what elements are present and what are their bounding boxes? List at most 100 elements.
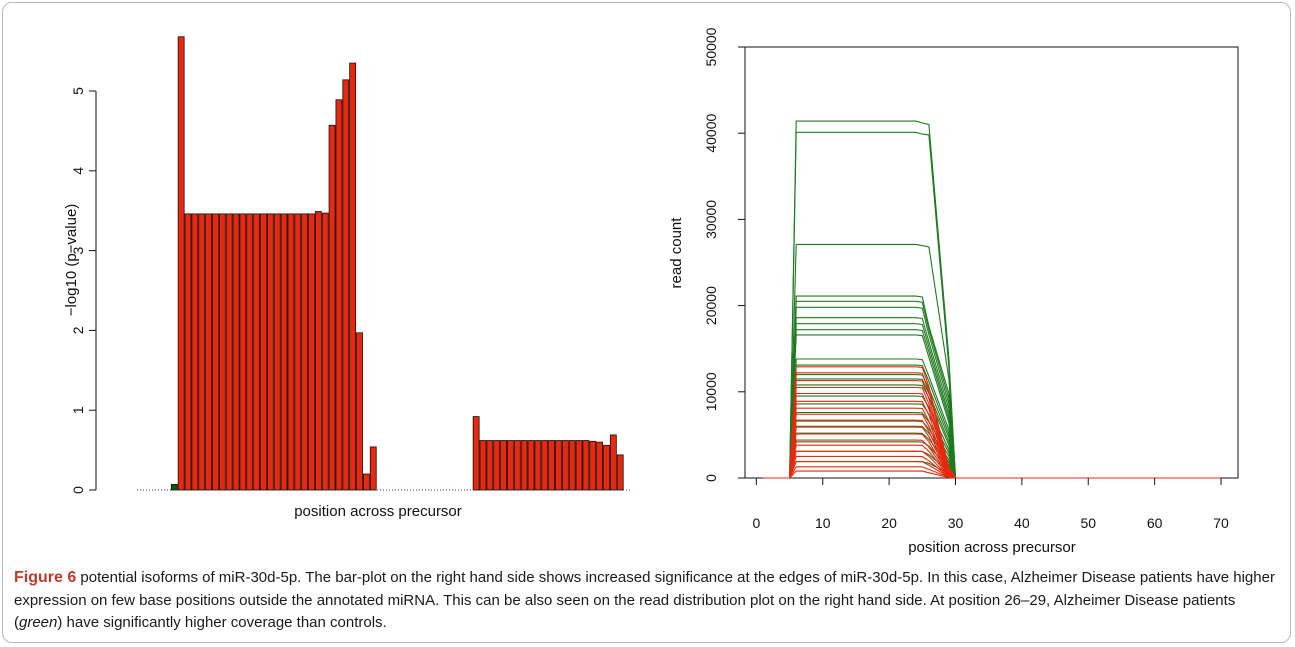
bar [356, 332, 363, 491]
bar [486, 440, 494, 491]
x-tick-label-right: 60 [1147, 515, 1163, 531]
bar [513, 440, 521, 491]
series-line-green [763, 450, 1221, 479]
y-tick-label-right: 10000 [703, 372, 719, 411]
series-line-red [763, 380, 1221, 479]
bar [287, 213, 295, 491]
bar-group [137, 36, 633, 491]
bar [266, 213, 274, 491]
y-tick-label-right: 20000 [703, 286, 719, 325]
bar [596, 441, 604, 491]
bar [500, 440, 507, 491]
bar [342, 79, 350, 491]
x-axis-right: 0 10 20 30 40 50 60 70 [752, 478, 1229, 531]
y-axis-label-left: −log10 (p−value) [63, 204, 80, 317]
bar [335, 99, 343, 491]
series-line-red [763, 419, 1221, 479]
series-line-green [763, 384, 1221, 479]
series-line-red [763, 470, 1221, 479]
bar [472, 416, 480, 491]
series-line-green [763, 306, 1221, 479]
series-line-red [763, 426, 1221, 479]
series-line-green [763, 420, 1221, 479]
bar [205, 213, 213, 491]
bar [603, 444, 610, 491]
bar [218, 213, 226, 491]
bar [362, 473, 370, 491]
bar [493, 440, 501, 491]
line-chart-readcount: 0 10000 20000 30000 40000 50000 0 10 20 30 40 50 60… [668, 27, 1239, 556]
bar [191, 213, 199, 491]
bar [582, 440, 590, 491]
x-tick-label-right: 50 [1080, 515, 1096, 531]
plot-area-box [744, 46, 1239, 479]
y-axis-right: 0 10000 20000 30000 40000 50000 [703, 27, 745, 482]
x-tick-label-right: 40 [1014, 515, 1030, 531]
bar [527, 440, 535, 491]
series-line-red [763, 450, 1221, 479]
series-line-green [763, 243, 1221, 479]
caption-text-b: ) have significantly higher coverage tha… [57, 614, 387, 631]
caption-text-a: potential isoforms of miR-30d-5p. The ba… [14, 569, 1275, 631]
y-axis-left: 0 1 2 3 4 5 [70, 87, 97, 494]
bar [520, 440, 528, 491]
bar [232, 213, 240, 491]
figure-caption: Figure 6 potential isoforms of miR-30d-5… [14, 567, 1279, 635]
series-line-green [763, 358, 1221, 479]
bar [280, 213, 288, 491]
series-line-red [763, 392, 1221, 479]
series-line-red [763, 372, 1221, 479]
bar [534, 440, 542, 491]
series-line-green [763, 441, 1221, 479]
series-line-red [763, 407, 1221, 479]
bar [349, 62, 357, 491]
y-tick-label-right: 0 [703, 474, 719, 482]
bar [212, 213, 219, 491]
bar [273, 213, 281, 491]
series-line-red [763, 413, 1221, 479]
bar [177, 36, 185, 491]
bar [314, 211, 322, 491]
bar [609, 434, 617, 491]
bar [555, 440, 562, 491]
y-tick-label-right: 30000 [703, 200, 719, 239]
bar [321, 212, 329, 491]
bar [568, 440, 576, 491]
y-tick-label-left: 3 [70, 246, 86, 254]
x-tick-label-right: 20 [881, 515, 897, 531]
bar-chart-pvalue: 0 1 2 3 4 5 −log10 (p−value) position across … [63, 36, 633, 520]
bar [246, 213, 254, 491]
series-line-green [763, 461, 1221, 479]
series-line-red [763, 439, 1221, 479]
bar [239, 213, 247, 491]
bar [561, 440, 569, 491]
y-axis-label-right: read count [668, 217, 685, 289]
bar [589, 440, 597, 491]
series-line-red [763, 461, 1221, 479]
bar [184, 213, 192, 491]
x-tick-label-right: 10 [815, 515, 831, 531]
x-tick-label-right: 70 [1213, 515, 1229, 531]
bar [170, 484, 178, 491]
bar [260, 213, 267, 491]
bar [328, 124, 336, 491]
caption-label: Figure 6 [14, 569, 77, 586]
x-axis-label-left: position across precursor [294, 503, 462, 520]
y-tick-label-right: 40000 [703, 114, 719, 153]
y-tick-label-left: 1 [70, 406, 86, 414]
y-tick-label-left: 5 [70, 87, 86, 95]
bar [225, 213, 233, 491]
bar [479, 440, 487, 491]
bar [541, 440, 549, 491]
bar [198, 213, 206, 491]
bar [575, 440, 583, 491]
bar [548, 440, 555, 491]
series-line-green [763, 120, 1221, 479]
series-line-red [763, 466, 1221, 479]
bar [253, 213, 261, 491]
y-tick-label-left: 0 [70, 486, 86, 494]
bar [308, 213, 315, 491]
bar [301, 213, 309, 491]
